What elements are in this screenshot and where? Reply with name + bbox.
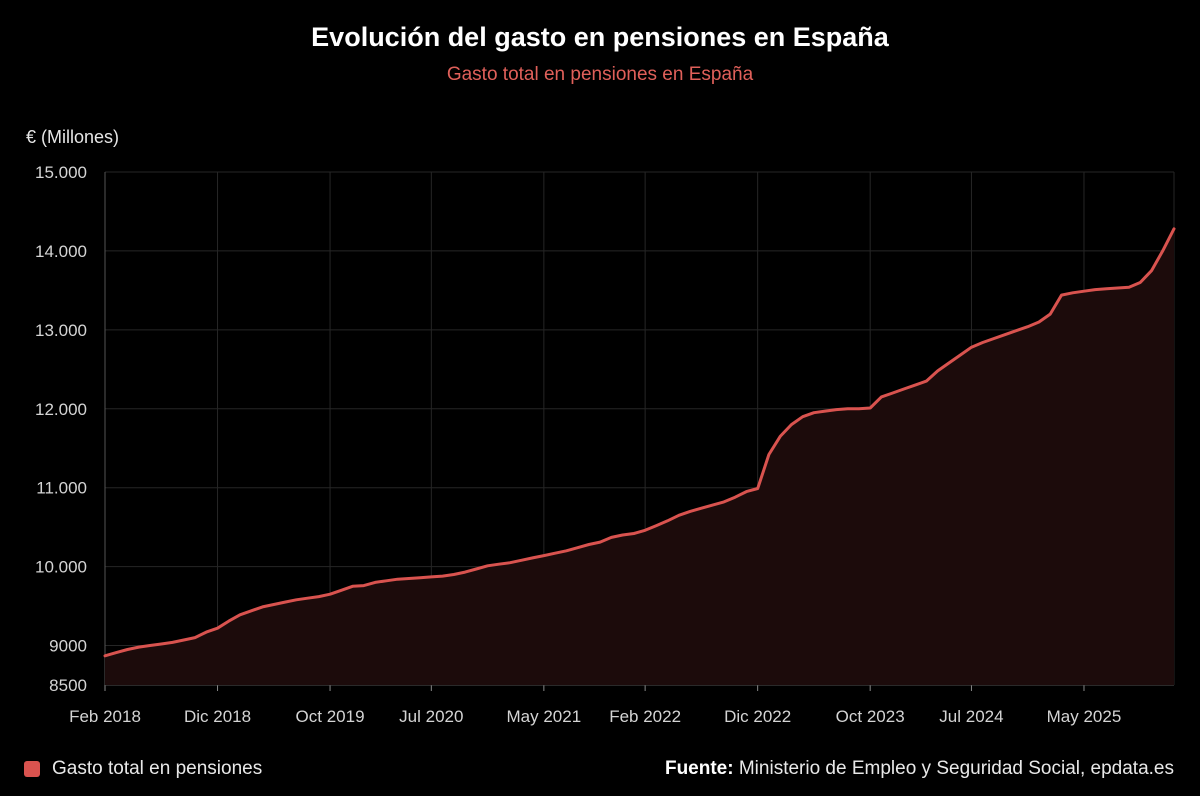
x-tick-label: Dic 2022 — [724, 707, 791, 726]
series-area — [105, 228, 1174, 686]
y-tick-label: 10.000 — [35, 558, 87, 577]
y-tick-label: 12.000 — [35, 400, 87, 419]
y-tick-label: 13.000 — [35, 321, 87, 340]
x-tick-label: Oct 2019 — [296, 707, 365, 726]
legend-label: Gasto total en pensiones — [52, 758, 263, 779]
source-note: Fuente: Ministerio de Empleo y Seguridad… — [665, 758, 1174, 780]
y-tick-label: 8500 — [49, 676, 87, 695]
legend-swatch — [24, 761, 40, 777]
x-tick-label: May 2025 — [1047, 707, 1122, 726]
x-tick-label: Jul 2024 — [939, 707, 1003, 726]
x-tick-label: Feb 2018 — [69, 707, 141, 726]
x-tick-label: May 2021 — [507, 707, 582, 726]
y-tick-label: 14.000 — [35, 242, 87, 261]
chart-subtitle: Gasto total en pensiones en España — [446, 64, 754, 85]
y-tick-label: 11.000 — [36, 479, 87, 498]
x-tick-label: Jul 2020 — [399, 707, 463, 726]
source-label: Fuente: — [664, 758, 734, 779]
x-tick-label: Dic 2018 — [184, 707, 251, 726]
y-axis-label: € (Millones) — [26, 127, 120, 147]
chart-title: Evolución del gasto en pensiones en Espa… — [311, 22, 889, 52]
x-tick-label: Feb 2022 — [609, 707, 681, 726]
y-tick-label: 9000 — [49, 637, 87, 656]
y-tick-label: 15.000 — [35, 163, 87, 182]
legend: Gasto total en pensiones — [24, 758, 262, 780]
source-text: Ministerio de Empleo y Seguridad Social,… — [738, 758, 1174, 779]
x-axis-ticks: Feb 2018 Dic 2018 Oct 2019 Jul 2020 May 2021… — [69, 707, 1121, 726]
x-tick-label: Oct 2023 — [836, 707, 905, 726]
y-axis-ticks: 8500 9000 10.000 11.000 12.000 13.000 14.000 15… — [35, 163, 87, 695]
series-line — [103, 227, 1176, 658]
